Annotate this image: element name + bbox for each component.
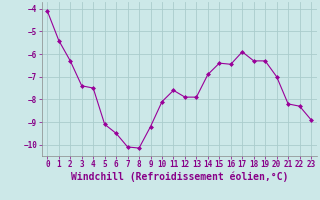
X-axis label: Windchill (Refroidissement éolien,°C): Windchill (Refroidissement éolien,°C): [70, 172, 288, 182]
